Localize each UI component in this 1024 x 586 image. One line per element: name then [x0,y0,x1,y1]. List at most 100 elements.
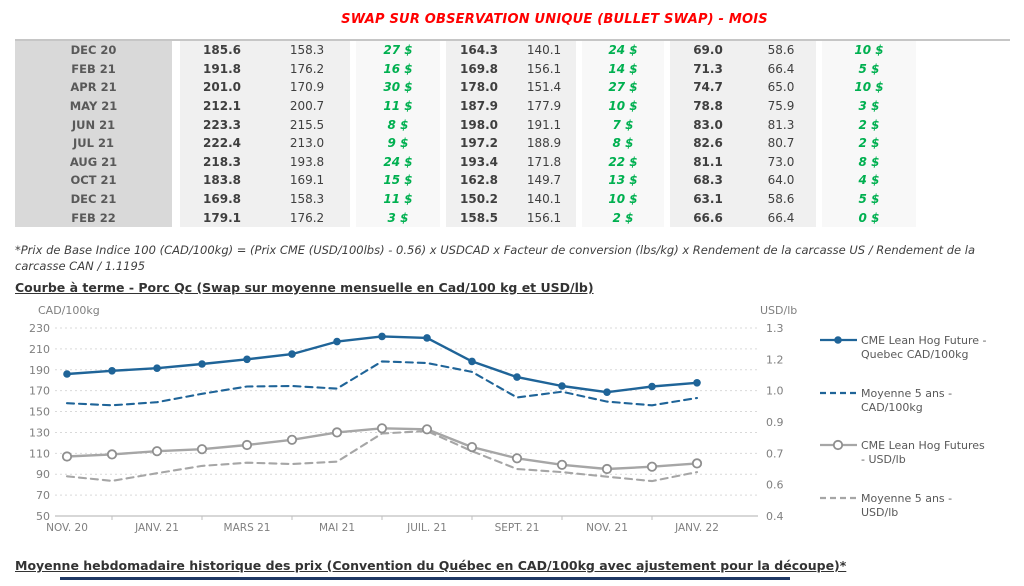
value-cell: 212.1 [203,99,241,114]
diff-cell: 8 $ [387,117,409,132]
column-band: 2 $ [822,115,916,134]
data-point-marker [378,332,386,341]
value-cell: 71.3 [693,61,723,76]
column-band: 179.1 176.2 [180,208,350,227]
column-band: 185.6 158.3 [180,41,350,60]
forward-curve-chart: 230 210 190 170 150 130 110 90 70 50 1.3 1.2 1.0 0.9 0… [29,304,987,534]
left-axis-title: CAD/100kg [38,304,100,317]
column-band: 193.4 171.8 [446,152,576,172]
value-cell: 66.4 [767,61,795,76]
column-band: 3 $ [822,96,916,116]
weekly-average-heading: Moyenne hebdomadaire historique des prix… [15,557,847,573]
table-row: FEB 21 191.8 176.2 16 $ 169.8 156.1 14 $ 71.3 66… [15,59,1010,79]
diff-cell: 4 $ [858,173,880,188]
month-cell: AUG 21 [15,152,172,172]
diff-cell: 27 $ [383,43,413,58]
column-band: 10 $ [822,41,916,60]
value-cell: 213.0 [289,136,325,151]
legend-swatch-marker [832,439,844,451]
value-cell: 158.5 [460,210,498,225]
month-cell: OCT 21 [15,171,172,190]
data-point-marker [691,458,703,469]
swap-table-body: DEC 20 185.6 158.3 27 $ 164.3 140.1 24 $ 69.0 58… [15,41,1010,227]
right-axis-tick-label: 0.6 [766,479,784,492]
data-point-marker [511,453,523,464]
column-band: 8 $ [822,152,916,172]
month-cell: JUN 21 [15,115,172,134]
x-axis-tick-label: JUIL. 21 [406,522,447,534]
data-point-marker [646,461,658,472]
table-row: DEC 20 185.6 158.3 27 $ 164.3 140.1 24 $ 69.0 58… [15,41,1010,60]
data-point-marker [603,388,611,396]
data-point-marker [423,334,431,342]
column-band: 178.0 151.4 [446,78,576,97]
column-band: 197.2 188.9 [446,133,576,153]
diff-cell: 2 $ [858,136,880,151]
value-cell: 63.1 [693,192,723,207]
series-line [65,335,699,394]
left-axis-tick-label: 70 [36,489,50,502]
value-cell: 198.0 [460,117,498,132]
data-point-marker [468,357,476,366]
value-cell: 200.7 [289,99,325,114]
legend-item-label: - USD/lb [861,453,906,466]
data-point-marker [106,449,118,460]
right-axis-tick-label: 0.7 [766,447,784,460]
left-axis-tick-label: 90 [36,468,50,481]
legend-swatch-marker [834,336,842,344]
column-band: 24 $ [582,41,664,60]
left-axis-tick-label: 110 [29,447,50,460]
column-band: 212.1 200.7 [180,96,350,116]
diff-cell: 10 $ [854,80,884,95]
column-band: 8 $ [582,133,664,153]
diff-cell: 2 $ [858,117,880,132]
value-cell: 66.6 [693,210,723,225]
data-point-marker [376,423,388,434]
value-cell: 69.0 [693,43,723,58]
data-point-marker [513,373,521,381]
column-band: 27 $ [356,41,440,60]
data-point-marker [241,439,253,451]
diff-cell: 15 $ [383,173,413,188]
value-cell: 169.8 [203,192,241,207]
data-point-marker [288,350,296,358]
series-line [65,360,699,407]
column-band: 11 $ [356,96,440,116]
value-cell: 75.9 [767,99,795,114]
column-band: 15 $ [356,171,440,190]
column-band: 69.0 58.6 [670,41,816,60]
diff-cell: 30 $ [383,80,413,95]
column-band: 7 $ [582,115,664,134]
column-band: 0 $ [822,208,916,227]
value-cell: 66.4 [767,210,795,225]
left-axis-tick-label: 150 [29,405,50,418]
value-cell: 58.6 [767,192,795,207]
value-cell: 176.2 [289,61,325,76]
month-cell: APR 21 [15,78,172,97]
column-band: 82.6 80.7 [670,133,816,153]
left-axis-tick-label: 170 [29,385,50,398]
month-cell: FEB 22 [15,208,172,227]
diff-cell: 3 $ [387,210,409,225]
value-cell: 222.4 [203,136,241,151]
diff-cell: 22 $ [608,154,638,169]
right-axis-tick-label: 1.2 [766,353,784,366]
diff-cell: 16 $ [383,61,413,76]
column-band: 16 $ [356,59,440,79]
data-point-marker [466,441,478,453]
value-cell: 178.0 [460,80,498,95]
diff-cell: 14 $ [608,61,638,76]
value-cell: 150.2 [460,192,498,207]
data-point-marker [243,355,251,364]
swap-table: DEC 20 185.6 158.3 27 $ 164.3 140.1 24 $ 69.0 58… [15,39,1010,227]
column-band: 222.4 213.0 [180,133,350,153]
data-point-marker [331,427,343,438]
x-axis-tick-label: MARS 21 [224,522,271,534]
diff-cell: 10 $ [608,192,638,207]
data-point-marker [61,451,73,462]
value-cell: 78.8 [693,99,723,114]
value-cell: 169.1 [289,173,325,188]
diff-cell: 9 $ [387,136,409,151]
data-point-marker [286,434,298,445]
